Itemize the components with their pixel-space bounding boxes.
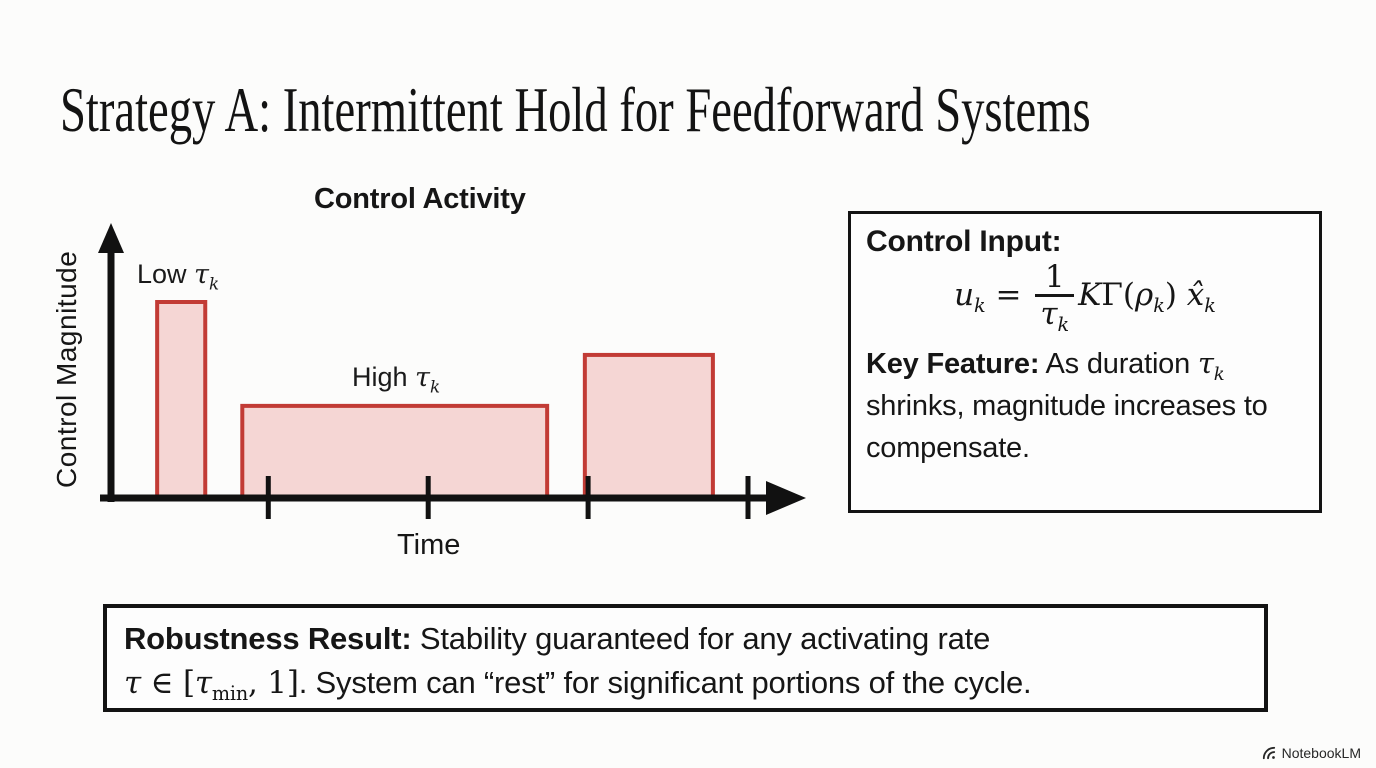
- formula-equals: =: [985, 277, 1032, 314]
- robustness-math: τ ∈ [τmin, 1]: [124, 665, 299, 706]
- tau-k-symbol: τk: [1197, 346, 1225, 385]
- control-input-formula: uk = 1 τk KΓ(ρk) x̂k: [866, 261, 1304, 334]
- key-feature-label: Key Feature:: [866, 348, 1040, 381]
- control-input-box: Control Input: uk = 1 τk KΓ(ρk) x̂k Key Fe…: [848, 211, 1322, 513]
- tau-k-symbol: τk: [194, 259, 220, 294]
- x-axis-label: Time: [397, 529, 461, 561]
- bar-label-high-text: High: [352, 362, 416, 392]
- bar-medium-tau: [582, 352, 715, 500]
- bar-high-tau: [240, 403, 550, 501]
- ticks-layer: [265, 476, 751, 519]
- robustness-label: Robustness Result:: [124, 621, 412, 656]
- notebooklm-watermark: NotebookLM: [1261, 745, 1361, 761]
- chart-title: Control Activity: [314, 183, 526, 215]
- formula-close-paren: ): [1164, 277, 1187, 314]
- notebooklm-logo-icon: [1262, 746, 1275, 760]
- y-axis-arrow-icon: [98, 223, 124, 253]
- formula-lhs: uk: [954, 277, 986, 318]
- robustness-line1: Stability guaranteed for any activating …: [411, 621, 991, 656]
- bar-low-tau: [155, 300, 208, 500]
- bar-label-low: Low τk: [137, 259, 220, 294]
- formula-rho: ρk: [1134, 277, 1165, 318]
- bar-label-high: High τk: [352, 362, 441, 397]
- robustness-line2: . System can “rest” for significant port…: [298, 665, 1032, 701]
- x-axis-arrow-icon: [766, 481, 806, 515]
- robustness-box: Robustness Result: Stability guaranteed …: [103, 604, 1268, 712]
- slide-title: Strategy A: Intermittent Hold for Feedfo…: [60, 75, 1091, 145]
- tau-k-symbol: τk: [415, 362, 441, 397]
- key-feature-text: Key Feature: As duration τk shrinks, mag…: [866, 346, 1268, 465]
- formula-gamma: Γ(: [1101, 277, 1135, 314]
- control-activity-chart: [98, 223, 806, 519]
- formula-fraction: 1 τk: [1035, 261, 1075, 334]
- formula-K: K: [1078, 277, 1102, 314]
- bars-layer: [155, 300, 715, 501]
- formula-xhat: x̂k: [1186, 277, 1216, 318]
- bar-label-low-text: Low: [137, 259, 195, 289]
- notebooklm-label: NotebookLM: [1281, 745, 1361, 761]
- control-input-heading: Control Input:: [866, 225, 1062, 258]
